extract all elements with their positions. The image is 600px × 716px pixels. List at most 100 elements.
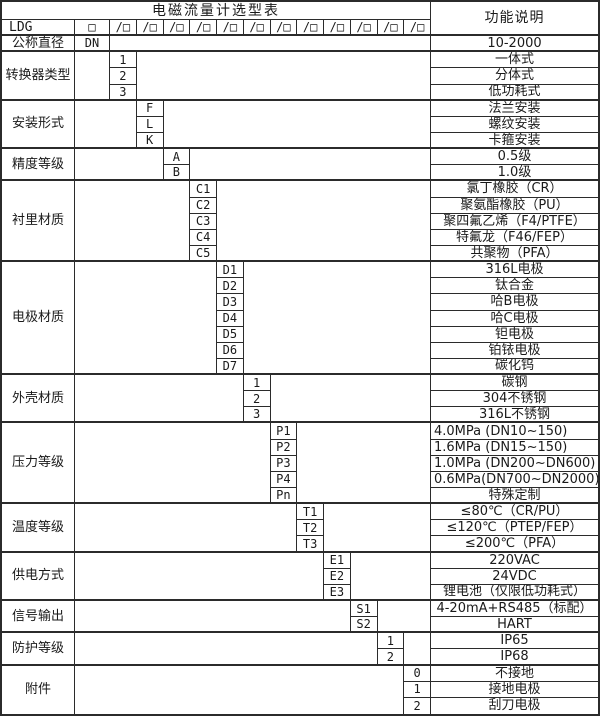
- code-cell: 1: [243, 375, 271, 392]
- code-cell: L: [136, 116, 164, 133]
- model-code-box: /□: [110, 20, 137, 37]
- desc-cell: 特殊定制: [431, 488, 598, 505]
- code-cell: P1: [270, 423, 298, 440]
- code-cell: T3: [297, 536, 324, 553]
- code-cell: C2: [190, 197, 217, 214]
- code-cell: 1: [404, 681, 431, 698]
- code-cell: A: [163, 149, 191, 166]
- desc-cell: 0.5级: [431, 149, 598, 166]
- desc-cell: 316L电极: [431, 262, 598, 279]
- spacer-cell: [404, 633, 431, 666]
- code-cell: S2: [350, 617, 378, 634]
- desc-cell: 聚四氟乙烯（F4/PTFE）: [431, 214, 598, 230]
- model-prefix: LDG: [2, 20, 75, 37]
- code-cell: 3: [110, 84, 137, 101]
- spacer-cell: [350, 552, 431, 602]
- desc-cell: 316L不锈钢: [431, 407, 598, 424]
- code-cell: B: [163, 165, 191, 182]
- desc-cell: 钛合金: [431, 278, 598, 295]
- spacer-cell: [163, 100, 431, 150]
- desc-cell: 304不锈钢: [431, 391, 598, 408]
- spacer-cell: [75, 52, 110, 101]
- category-label: 供电方式: [2, 552, 75, 602]
- model-code-box: /□: [270, 20, 298, 37]
- spacer-cell: [75, 181, 191, 263]
- model-code-box: /□: [190, 20, 217, 37]
- desc-cell: 法兰安装: [431, 101, 598, 117]
- spacer-cell: [75, 262, 217, 376]
- function-column-header: 功能说明: [431, 2, 598, 37]
- desc-cell: 24VDC: [431, 569, 598, 585]
- spacer-cell: [324, 504, 431, 553]
- desc-cell: 螺纹安装: [431, 117, 598, 133]
- category-label: 电极材质: [2, 262, 75, 376]
- category-label: 信号输出: [2, 601, 75, 634]
- code-cell: D5: [217, 326, 244, 343]
- desc-cell: HART: [431, 617, 598, 634]
- desc-cell: 氯丁橡胶（CR）: [431, 181, 598, 198]
- model-code-box: /□: [243, 20, 271, 37]
- diameter-desc-cell: 10-2000: [431, 36, 598, 53]
- code-cell: C5: [190, 245, 217, 263]
- desc-cell: 1.6MPa (DN15~150): [431, 440, 598, 456]
- spacer-cell: [217, 181, 431, 263]
- code-cell: 0: [404, 665, 431, 682]
- code-cell: P2: [270, 439, 298, 456]
- code-cell: 2: [110, 68, 137, 85]
- code-cell: Pn: [270, 488, 298, 505]
- model-code-box: /□: [136, 20, 164, 37]
- spacer-cell: [190, 149, 431, 182]
- desc-cell: 钽电极: [431, 327, 598, 343]
- desc-cell: 4-20mA+RS485（标配）: [431, 601, 598, 618]
- desc-cell: 共聚物（PFA）: [431, 246, 598, 263]
- spacer-cell: [75, 423, 271, 505]
- desc-cell: 1.0MPa (DN200~DN600): [431, 456, 598, 472]
- code-cell: T1: [297, 504, 324, 521]
- desc-cell: 不接地: [431, 666, 598, 682]
- desc-cell: 0.6MPa(DN700~DN2000): [431, 472, 598, 489]
- category-label: 压力等级: [2, 423, 75, 505]
- category-label: 温度等级: [2, 504, 75, 553]
- category-label: 安装形式: [2, 100, 75, 150]
- spacer-cell: [75, 100, 137, 150]
- spacer-cell: [243, 262, 431, 376]
- spacer-cell: [297, 423, 431, 505]
- code-cell: E1: [324, 552, 351, 569]
- model-code-box: /□: [377, 20, 405, 37]
- spacer-cell: [75, 149, 164, 182]
- model-code-box: /□: [404, 20, 431, 37]
- model-code-box: /□: [350, 20, 378, 37]
- code-cell: E2: [324, 568, 351, 585]
- category-label: 衬里材质: [2, 181, 75, 263]
- desc-cell: 哈C电极: [431, 311, 598, 327]
- model-code-box: /□: [324, 20, 351, 37]
- code-cell: P4: [270, 471, 298, 489]
- category-label: 外壳材质: [2, 375, 75, 424]
- category-label: 附件: [2, 665, 75, 714]
- code-cell: C3: [190, 213, 217, 230]
- desc-cell: 聚氨酯橡胶（PU）: [431, 198, 598, 214]
- spacer-cell: [110, 36, 431, 53]
- code-cell: S1: [350, 601, 378, 618]
- spacer-cell: [75, 665, 405, 714]
- code-cell: 2: [377, 649, 405, 666]
- desc-cell: 刮刀电极: [488, 698, 541, 714]
- code-cell: 1: [377, 633, 405, 650]
- spacer-cell: [75, 375, 244, 424]
- desc-cell: IP65: [431, 633, 598, 650]
- spacer-cell: [75, 601, 351, 634]
- spacer-cell: [75, 552, 324, 602]
- desc-cell: 碳钢: [431, 375, 598, 392]
- desc-cell: 低功耗式: [431, 85, 598, 101]
- code-cell: 3: [243, 407, 271, 424]
- category-label-diameter: 公称直径: [2, 36, 75, 53]
- code-cell: P3: [270, 455, 298, 472]
- code-cell: D4: [217, 310, 244, 327]
- code-cell: D2: [217, 278, 244, 295]
- model-box-placeholder: □: [75, 20, 110, 37]
- desc-cell: 特氟龙（F46/FEP）: [431, 230, 598, 246]
- table-title: 电磁流量计选型表: [2, 2, 431, 20]
- model-code-box: /□: [297, 20, 324, 37]
- spacer-cell: [136, 52, 431, 101]
